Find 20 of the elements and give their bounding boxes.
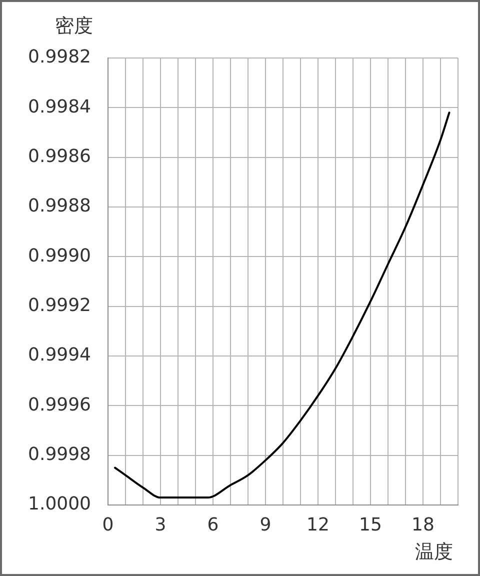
y-tick-label: 0.9998 <box>28 444 91 466</box>
x-axis-title: 温度 <box>415 540 453 563</box>
y-tick-label: 0.9988 <box>28 196 91 217</box>
line-series <box>114 112 450 499</box>
y-tick-label: 0.9990 <box>28 245 91 266</box>
y-tick-label: 0.9984 <box>28 96 91 118</box>
x-tick-label: 0 <box>102 514 114 536</box>
y-tick-label: 0.9986 <box>28 146 91 168</box>
y-tick-label: 0.9994 <box>28 344 91 366</box>
y-tick-label: 0.9982 <box>28 46 91 68</box>
x-tick-label: 18 <box>412 514 434 536</box>
x-tick-label: 15 <box>359 514 382 536</box>
x-tick-label: 3 <box>154 514 166 536</box>
y-axis-title: 密度 <box>55 14 93 37</box>
y-tick-label: 0.9996 <box>28 394 91 416</box>
x-tick-label: 9 <box>260 514 272 536</box>
x-tick-label: 12 <box>306 514 330 536</box>
x-tick-label: 6 <box>207 514 219 536</box>
y-tick-label: 0.9992 <box>28 295 91 316</box>
y-tick-label: 1.0000 <box>28 494 91 515</box>
